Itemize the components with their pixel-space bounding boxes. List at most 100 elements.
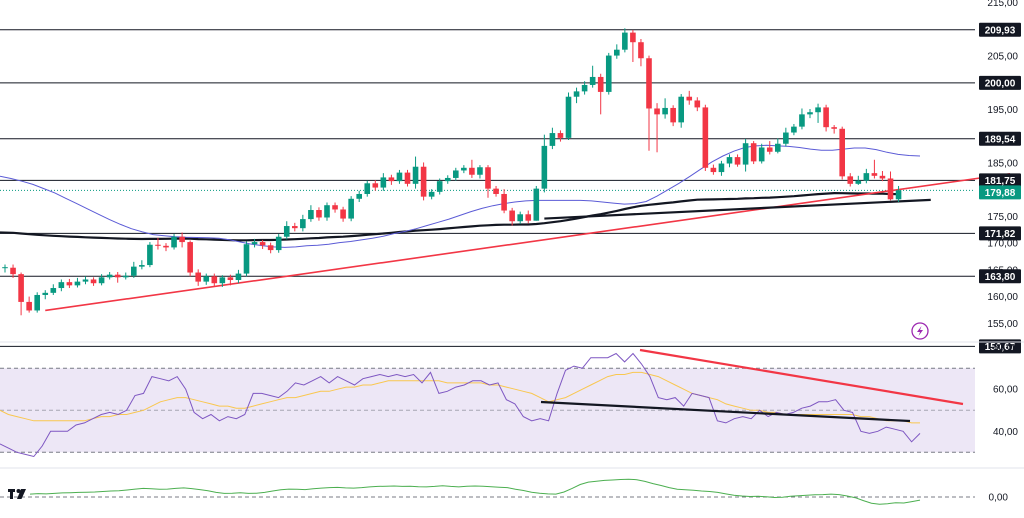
price-tick-label: 215,00 — [987, 0, 1018, 9]
price-level-lines — [0, 29, 975, 347]
candle-body — [501, 193, 507, 211]
candle-49 — [396, 169, 403, 184]
candle-body — [863, 173, 870, 181]
candle-body — [605, 55, 612, 92]
candle-body — [750, 143, 757, 162]
candle-body — [726, 157, 733, 164]
candle-103 — [831, 125, 837, 134]
candle-body — [614, 49, 620, 56]
candle-42 — [340, 206, 346, 222]
level-badge-0: 209,93 — [979, 22, 1021, 37]
candle-body — [710, 167, 717, 173]
candle-61 — [493, 185, 499, 197]
price-tick-label: 195,00 — [987, 105, 1018, 116]
candle-body — [654, 108, 660, 115]
support-line — [544, 198, 931, 220]
candle-body — [147, 244, 153, 266]
candle-1 — [10, 264, 16, 278]
candle-34 — [275, 234, 282, 253]
candle-31 — [251, 238, 258, 248]
oscillator-line — [29, 478, 921, 505]
candle-body — [847, 176, 854, 184]
candle-body — [581, 84, 588, 92]
candle-body — [50, 288, 57, 293]
candle-18 — [147, 242, 153, 268]
candle-8 — [66, 278, 73, 289]
candle-body — [839, 128, 845, 177]
candle-40 — [324, 202, 330, 221]
candle-body — [155, 244, 161, 246]
candle-15 — [122, 272, 129, 280]
candle-body — [565, 96, 572, 138]
candle-body — [895, 190, 902, 200]
candle-83 — [670, 105, 676, 127]
short-ma-line — [0, 144, 921, 248]
candle-79 — [638, 39, 644, 67]
candle-19 — [155, 237, 161, 250]
candle-101 — [815, 103, 821, 123]
candle-body — [243, 244, 250, 274]
candle-body — [300, 219, 306, 229]
level-badge-bg — [979, 269, 1021, 284]
rsi-tick-label: 60,00 — [993, 385, 1018, 396]
candle-107 — [863, 168, 870, 184]
candle-58 — [469, 159, 475, 178]
candle-9 — [74, 277, 81, 288]
level-badge-label: 150,67 — [985, 342, 1016, 353]
candle-body — [702, 107, 709, 168]
candle-88 — [710, 164, 717, 175]
trendline-ascending-support — [45, 172, 1011, 312]
candle-body — [34, 294, 40, 311]
tradingview-logo-icon[interactable] — [8, 489, 26, 499]
candle-4 — [34, 292, 40, 313]
candle-91 — [734, 154, 741, 167]
candle-body — [211, 276, 218, 284]
candle-body — [444, 177, 451, 182]
candle-0 — [2, 264, 8, 273]
lightning-icon[interactable] — [911, 322, 929, 340]
level-badge-5: 163,80 — [979, 269, 1021, 284]
candle-body — [855, 180, 862, 184]
price-tick-label: 175,00 — [987, 212, 1018, 223]
candle-body — [549, 133, 556, 146]
candle-body — [533, 188, 540, 221]
candle-71 — [573, 87, 580, 104]
candle-86 — [694, 97, 701, 112]
candle-97 — [783, 127, 789, 147]
candle-87 — [702, 104, 709, 171]
short-moving-average — [0, 144, 921, 248]
candle-body — [308, 210, 314, 220]
candle-104 — [839, 126, 845, 180]
candle-body — [871, 173, 878, 176]
candle-body — [758, 147, 765, 162]
candle-body — [823, 107, 829, 128]
candle-17 — [139, 260, 145, 270]
candle-body — [114, 274, 121, 278]
level-badge-label: 163,80 — [985, 272, 1016, 283]
candle-28 — [227, 274, 234, 286]
candle-51 — [412, 156, 419, 189]
level-badge-label: 171,82 — [985, 229, 1016, 240]
candle-78 — [630, 29, 636, 62]
candle-body — [477, 167, 483, 175]
candle-body — [2, 267, 8, 269]
candle-65 — [525, 210, 532, 224]
candle-body — [139, 265, 145, 267]
candle-22 — [179, 232, 185, 248]
current-price-badge: 179,88 — [979, 185, 1021, 200]
candle-body — [332, 205, 338, 210]
candle-body — [372, 183, 379, 188]
candle-body — [195, 272, 201, 282]
candle-body — [420, 166, 427, 197]
candle-body — [589, 76, 596, 85]
long-moving-average — [0, 191, 899, 242]
candle-body — [557, 133, 564, 138]
candle-body — [879, 175, 886, 179]
candle-26 — [211, 273, 218, 287]
rsi-panel: 80,00 60,00 40,00 — [0, 343, 1018, 458]
rsi-tick-label: 80,00 — [993, 343, 1018, 354]
candle-57 — [461, 165, 467, 174]
candle-105 — [847, 173, 854, 187]
candle-85 — [686, 90, 693, 105]
candle-21 — [171, 234, 177, 250]
